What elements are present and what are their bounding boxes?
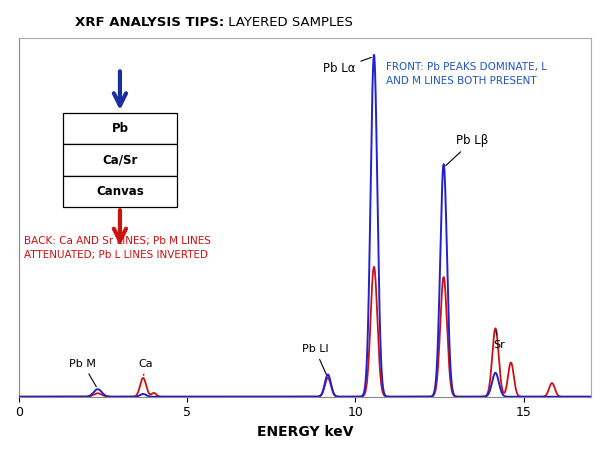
- Text: Pb Ll: Pb Ll: [302, 344, 328, 375]
- Text: LAYERED SAMPLES: LAYERED SAMPLES: [224, 16, 353, 29]
- Bar: [63, 176, 177, 207]
- Text: Ca: Ca: [138, 359, 153, 375]
- Text: Canvas: Canvas: [96, 185, 144, 198]
- Text: Pb M: Pb M: [70, 359, 96, 387]
- Text: XRF ANALYSIS TIPS:: XRF ANALYSIS TIPS:: [75, 16, 224, 29]
- Text: Pb Lβ: Pb Lβ: [445, 134, 489, 166]
- Text: Sr: Sr: [493, 331, 505, 350]
- Bar: [63, 113, 177, 144]
- X-axis label: ENERGY keV: ENERGY keV: [257, 425, 353, 439]
- Text: BACK: Ca AND Sr LINES; Pb M LINES
ATTENUATED; Pb L LINES INVERTED: BACK: Ca AND Sr LINES; Pb M LINES ATTENU…: [24, 236, 211, 260]
- Text: Pb: Pb: [112, 122, 128, 135]
- Bar: [63, 144, 177, 176]
- Text: Ca/Sr: Ca/Sr: [102, 153, 138, 167]
- Text: FRONT: Pb PEAKS DOMINATE, L
AND M LINES BOTH PRESENT: FRONT: Pb PEAKS DOMINATE, L AND M LINES …: [386, 62, 547, 86]
- Text: Pb Lα: Pb Lα: [323, 58, 371, 75]
